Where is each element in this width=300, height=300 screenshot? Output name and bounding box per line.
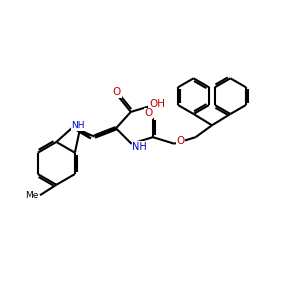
Text: NH: NH xyxy=(132,142,147,152)
Text: O: O xyxy=(144,108,152,118)
Text: NH: NH xyxy=(71,121,85,130)
Text: OH: OH xyxy=(149,99,165,109)
Text: Me: Me xyxy=(25,191,38,200)
Text: O: O xyxy=(176,136,184,146)
Text: O: O xyxy=(113,87,121,97)
